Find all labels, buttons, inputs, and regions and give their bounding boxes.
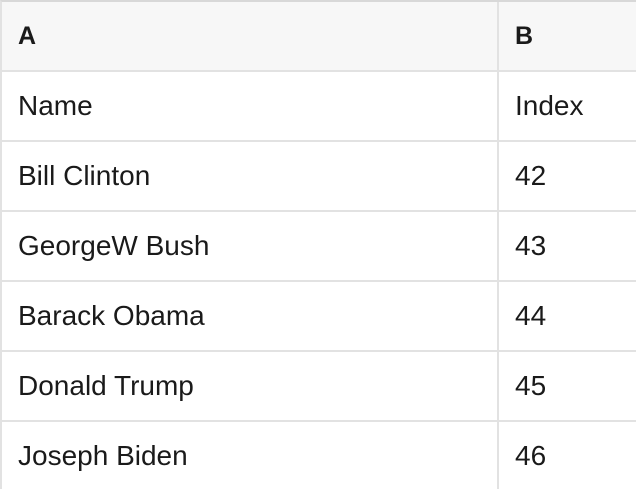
table-row-6: Joseph Biden 46 — [2, 422, 636, 489]
cell-a2[interactable]: Bill Clinton — [2, 142, 499, 212]
table-row-3: GeorgeW Bush 43 — [2, 212, 636, 282]
cell-a5[interactable]: Donald Trump — [2, 352, 499, 422]
table-row-2: Bill Clinton 42 — [2, 142, 636, 212]
column-header-row: A B — [2, 2, 636, 72]
cell-a4[interactable]: Barack Obama — [2, 282, 499, 352]
cell-b4[interactable]: 44 — [499, 282, 636, 352]
cell-a3[interactable]: GeorgeW Bush — [2, 212, 499, 282]
cell-b3[interactable]: 43 — [499, 212, 636, 282]
column-header-b[interactable]: B — [499, 2, 636, 72]
cell-b6[interactable]: 46 — [499, 422, 636, 489]
cell-b1[interactable]: Index — [499, 72, 636, 142]
cell-b5[interactable]: 45 — [499, 352, 636, 422]
column-header-a[interactable]: A — [2, 2, 499, 72]
table-row-4: Barack Obama 44 — [2, 282, 636, 352]
cell-b2[interactable]: 42 — [499, 142, 636, 212]
cell-a6[interactable]: Joseph Biden — [2, 422, 499, 489]
table-row-1: Name Index — [2, 72, 636, 142]
table-row-5: Donald Trump 45 — [2, 352, 636, 422]
cell-a1[interactable]: Name — [2, 72, 499, 142]
